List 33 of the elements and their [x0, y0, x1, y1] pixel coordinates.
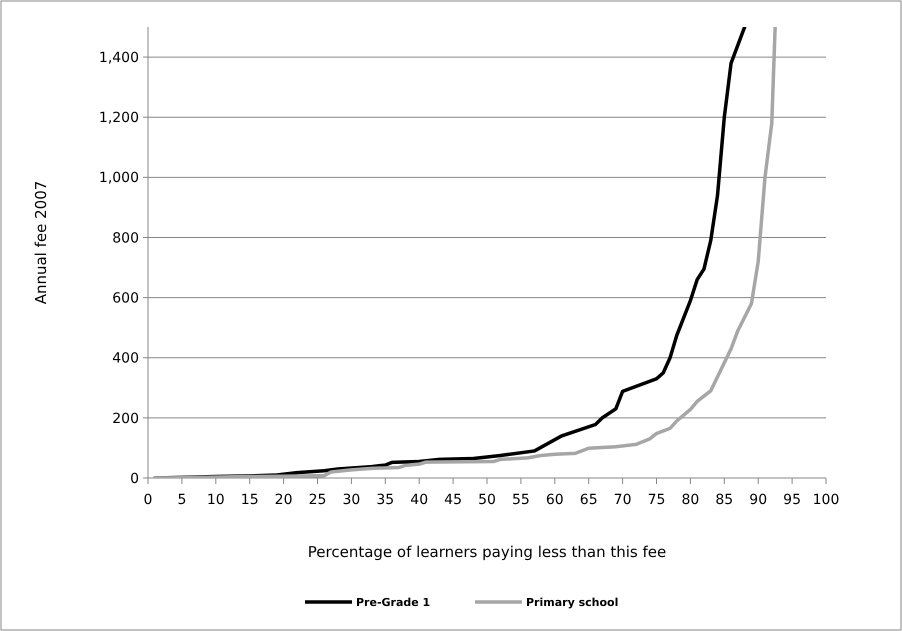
x-tick-label: 40 [410, 492, 428, 508]
x-tick-label: 60 [546, 492, 564, 508]
x-tick-label: 0 [144, 492, 152, 508]
x-tick-label: 100 [812, 492, 840, 508]
x-tick-label: 90 [749, 492, 768, 508]
x-tick-label: 75 [648, 492, 666, 508]
x-tick-label: 15 [240, 492, 259, 508]
legend-label: Primary school [526, 596, 618, 609]
x-tick-label: 25 [308, 492, 326, 508]
y-tick-label: 600 [112, 290, 139, 306]
x-tick-label: 80 [681, 492, 700, 508]
x-tick-label: 95 [783, 492, 802, 508]
x-tick-label: 10 [206, 492, 225, 508]
y-tick-label: 400 [112, 350, 139, 367]
x-axis-title: Percentage of learners paying less than this fee [308, 543, 666, 561]
x-tick-label: 50 [478, 492, 496, 508]
x-tick-label: 45 [444, 492, 462, 508]
x-tick-label: 65 [580, 492, 598, 508]
legend-label: Pre-Grade 1 [356, 596, 430, 609]
x-tick-label: 20 [274, 492, 293, 508]
x-tick-label: 85 [715, 492, 734, 508]
x-tick-label: 55 [512, 492, 530, 508]
x-tick-label: 30 [342, 492, 360, 508]
x-tick-label: 5 [177, 492, 186, 508]
x-tick-label: 35 [376, 492, 394, 508]
y-tick-label: 200 [112, 410, 139, 427]
y-tick-label: 1,400 [98, 50, 139, 66]
x-tick-label: 70 [614, 492, 632, 508]
y-tick-label: 0 [130, 470, 139, 487]
y-tick-label: 800 [112, 230, 139, 246]
y-tick-label: 1,000 [98, 170, 139, 186]
y-tick-label: 1,200 [98, 110, 139, 126]
y-axis-title: Annual fee 2007 [32, 180, 50, 304]
